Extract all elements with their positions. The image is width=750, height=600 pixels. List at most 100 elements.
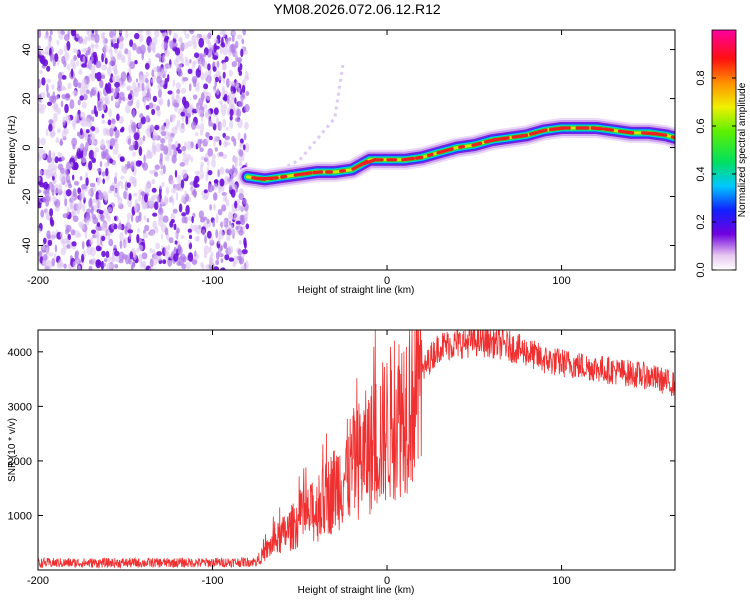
noise-blob	[225, 168, 230, 174]
noise-blob	[128, 144, 135, 151]
noise-blob	[103, 262, 106, 267]
noise-blob	[112, 36, 118, 44]
noise-blob	[152, 255, 158, 266]
noise-blob	[48, 123, 53, 132]
noise-blob	[191, 216, 194, 224]
noise-blob	[68, 183, 73, 189]
noise-blob	[187, 106, 191, 113]
noise-blob	[39, 69, 43, 75]
noise-blob	[203, 245, 210, 255]
ridge-hot-segment	[625, 130, 635, 135]
noise-blob	[81, 101, 87, 109]
noise-blob	[101, 64, 108, 71]
noise-blob	[93, 55, 97, 66]
noise-blob	[203, 61, 208, 70]
ridge-hot-segment	[269, 176, 279, 181]
noise-blob	[119, 156, 125, 162]
noise-blob	[79, 95, 84, 101]
noise-blob	[175, 94, 179, 100]
noise-blob	[100, 102, 107, 111]
noise-blob	[117, 180, 124, 186]
noise-blob	[53, 112, 58, 123]
noise-blob	[55, 137, 60, 144]
noise-blob	[96, 168, 102, 172]
noise-blob	[50, 167, 57, 177]
noise-blob	[77, 99, 81, 106]
noise-blob	[47, 37, 51, 47]
ridge-hot-segment	[359, 158, 377, 167]
noise-blob	[207, 183, 211, 193]
noise-blob	[94, 110, 99, 118]
noise-blob	[199, 129, 203, 136]
noise-blob	[222, 30, 226, 38]
y-tick-label: 40	[21, 43, 33, 55]
noise-blob	[134, 32, 140, 40]
noise-blob	[154, 124, 160, 131]
noise-blob	[95, 259, 102, 269]
noise-blob	[240, 265, 246, 270]
noise-blob	[152, 131, 159, 140]
noise-blob	[105, 139, 110, 144]
noise-blob	[164, 245, 169, 256]
noise-blob	[127, 49, 132, 60]
noise-blob	[70, 68, 74, 78]
noise-blob	[241, 92, 246, 99]
noise-blob	[179, 162, 186, 167]
noise-blob	[148, 267, 155, 270]
noise-blob	[100, 138, 105, 148]
noise-blob	[72, 174, 75, 181]
snr-y-ticks: 1000 2000 3000 4000	[8, 347, 675, 522]
noise-blob	[184, 56, 189, 62]
noise-blob	[61, 156, 65, 162]
noise-blob	[211, 158, 216, 168]
noise-blob	[188, 252, 194, 262]
noise-blob	[234, 51, 238, 60]
ridge-hot-segment	[280, 174, 288, 179]
noise-blob	[235, 220, 242, 225]
noise-blob	[39, 255, 44, 264]
noise-blob	[120, 175, 125, 180]
noise-blob	[244, 104, 250, 113]
noise-blob	[101, 119, 106, 125]
noise-blob	[95, 147, 99, 153]
noise-blob	[205, 131, 210, 138]
noise-blob	[185, 261, 191, 270]
noise-blob	[53, 184, 60, 194]
noise-blob	[84, 133, 89, 141]
noise-blob	[113, 223, 118, 230]
noise-blob	[224, 135, 231, 140]
noise-blob	[189, 30, 194, 33]
noise-blob	[91, 30, 95, 34]
noise-blob	[170, 219, 175, 224]
noise-blob	[43, 237, 47, 245]
noise-blob	[38, 169, 43, 176]
noise-blob	[117, 225, 123, 230]
noise-blob	[123, 190, 128, 200]
noise-blob	[151, 69, 155, 78]
noise-blob	[245, 223, 250, 230]
noise-blob	[181, 215, 187, 224]
noise-blob	[238, 149, 244, 158]
noise-blob	[208, 245, 212, 253]
noise-blob	[242, 198, 247, 205]
noise-blob	[234, 97, 237, 104]
noise-blob	[194, 52, 200, 58]
noise-blob	[155, 105, 160, 111]
noise-blob	[99, 160, 103, 168]
noise-blob	[135, 78, 139, 83]
noise-blob	[96, 71, 102, 82]
noise-blob	[188, 239, 191, 245]
ridge-hot-segment	[436, 149, 448, 155]
noise-blob	[223, 103, 227, 112]
noise-blob	[132, 43, 137, 51]
noise-blob	[183, 100, 190, 109]
colorbar-label: Normalized spectral amplitude	[737, 82, 748, 217]
noise-blob	[47, 260, 52, 270]
noise-blob	[213, 203, 216, 211]
noise-blob	[205, 92, 212, 101]
noise-blob	[155, 242, 161, 250]
noise-blob	[229, 120, 234, 129]
x-tick-label: 100	[552, 275, 570, 287]
noise-blob	[48, 119, 54, 125]
noise-blob	[150, 78, 155, 84]
